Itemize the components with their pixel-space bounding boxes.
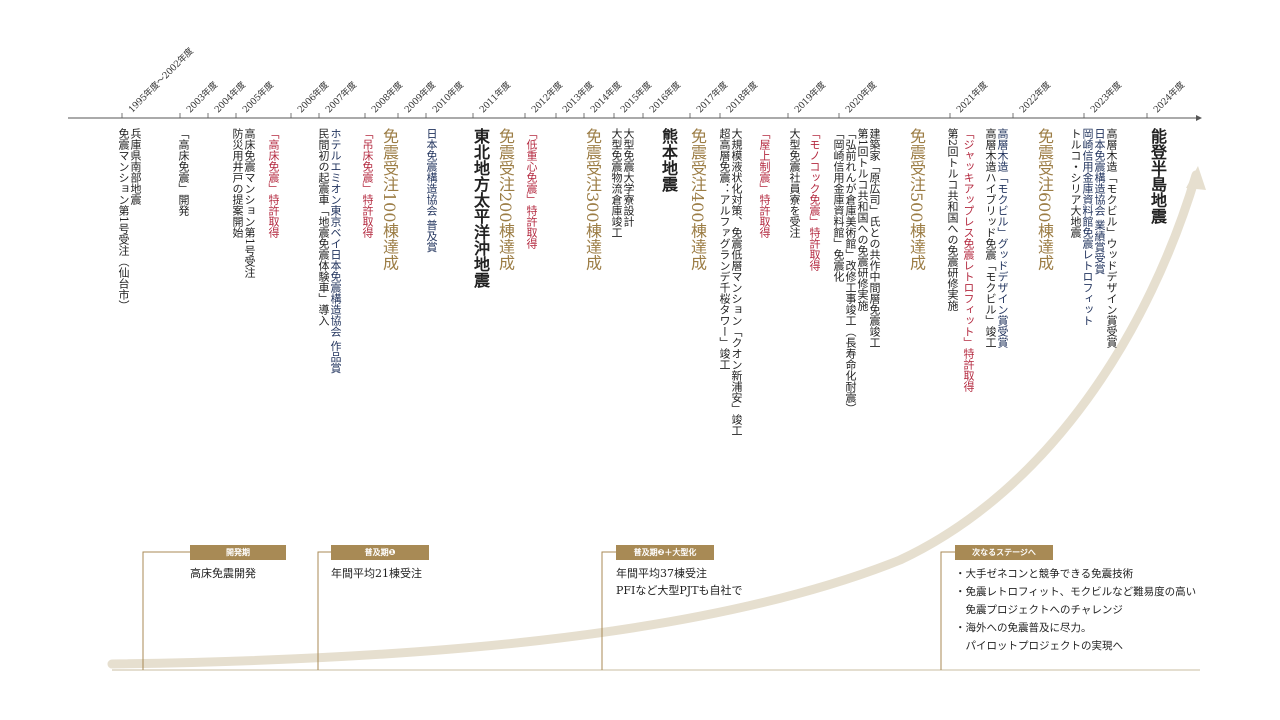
award-text: 日本免震構造協会 業績賞受賞 (1093, 128, 1106, 275)
event-text: 第1回トルコ共和国への免震研修実施 (856, 128, 869, 311)
event-text: 兵庫県南部地震 (129, 128, 142, 205)
events-2022: 高層木造「モクビル」グッドデザイン賞受賞 高層木造ハイブリッド免震「モクビル」竣… (984, 128, 1009, 348)
phase-text-spread-2: 年間平均37棟受注 PFIなど大型PJTも自社で (616, 565, 743, 599)
events-2015: 大型免震大学寮設計 大型免震物流倉庫竣工 (610, 128, 635, 238)
phase-line: パイロットプロジェクトの実現へ (955, 640, 1123, 652)
phase-bracket-3 (601, 551, 616, 670)
milestone-text: 免震受注100棟達成 (380, 128, 399, 271)
timeline-axis-arrowhead (1196, 115, 1202, 121)
award-text: ホテルエミオン東京ベイ日本免震構造協会 作品賞 (329, 128, 342, 374)
events-2006: 「高床免震」特許取得 (267, 128, 280, 238)
events-2020: 建築家「原広司」氏との共作中間層免震竣工 第1回トルコ共和国への免震研修実施 「… (832, 128, 881, 414)
events-2016: 熊本地震 (659, 128, 678, 192)
event-text: 大型免震社員寮を受注 (788, 128, 801, 238)
event-text: 免震マンション第1号受注（仙台市） (117, 128, 130, 311)
event-text: 「岡崎信用金庫資料館」免震化 (832, 128, 845, 282)
events-2007: ホテルエミオン東京ベイ日本免震構造協会 作品賞 民間初の起震車「地震免震体験車」… (317, 128, 342, 374)
milestone-2022: 免震受注600棟達成 (1035, 128, 1054, 271)
phase-line: PFIなど大型PJTも自社で (616, 584, 743, 597)
events-2024: 能登半島地震 (1148, 128, 1167, 224)
year-ticks (121, 113, 1148, 118)
events-2005: 高床免震マンション第1号受注 防災用井戸の提案開始 (231, 128, 256, 278)
events-2018-patent: 「屋上制震」特許取得 (758, 128, 771, 238)
phase-line: ・免震レトロフィット、モクビルなど難易度の高い (955, 586, 1197, 598)
phase-line: 年間平均21棟受注 (331, 567, 422, 580)
phase-label-spread-1: 普及期❶ (331, 545, 429, 560)
events-2021-patent: 「ジャッキアップレス免震レトロフィット」特許取得 (962, 128, 975, 392)
event-text: 高層木造「モクビル」ウッドデザイン賞受賞 (1105, 128, 1118, 348)
event-text: 大型免震大学寮設計 (622, 128, 635, 227)
events-2021: 第2回トルコ共和国への免震研修実施 (946, 128, 959, 311)
patent-text: 「高床免震」特許取得 (267, 128, 280, 238)
events-2008: 「吊床免震」特許取得 (361, 128, 374, 238)
award-text: 日本免震構造協会 普及賞 (425, 128, 438, 253)
event-text: 大型免震物流倉庫竣工 (610, 128, 623, 238)
patent-text: 「屋上制震」特許取得 (758, 128, 771, 238)
milestone-text: 免震受注300棟達成 (583, 128, 602, 271)
events-2010: 日本免震構造協会 普及賞 (425, 128, 438, 253)
events-1995: 兵庫県南部地震 免震マンション第1号受注（仙台市） (117, 128, 142, 311)
event-text: 「高床免震」開発 (177, 128, 190, 216)
phase-line: ・海外への免震普及に尽力。 (955, 622, 1092, 634)
milestone-text: 免震受注500棟達成 (907, 128, 926, 271)
milestone-2014: 免震受注300棟達成 (583, 128, 602, 271)
milestone-2017: 免震受注400棟達成 (688, 128, 707, 271)
award-text: 高層木造「モクビル」グッドデザイン賞受賞 (996, 128, 1009, 348)
events-2003: 「高床免震」開発 (177, 128, 190, 216)
phase-line: ・大手ゼネコンと競争できる免震技術 (955, 568, 1134, 580)
phase-text-next-stage: ・大手ゼネコンと競争できる免震技術 ・免震レトロフィット、モクビルなど難易度の高… (955, 565, 1196, 655)
event-text: 岡崎信用金庫資料館免震レトロフィット (1081, 128, 1094, 326)
phase-bracket-1 (142, 551, 190, 670)
event-text: 超高層免震：アルファグランデ千桜タワー」竣工 (718, 128, 731, 370)
events-2011: 東北地方太平洋沖地震 (471, 128, 490, 288)
events-2023: 高層木造「モクビル」ウッドデザイン賞受賞 日本免震構造協会 業績賞受賞 岡崎信用… (1069, 128, 1118, 348)
events-2019-patent: 「モノコック免震」特許取得 (808, 128, 821, 271)
milestone-text: 免震受注200棟達成 (496, 128, 515, 271)
phase-line: 免震プロジェクトへのチャレンジ (955, 604, 1123, 616)
phase-label-next-stage: 次なるステージへ (955, 545, 1053, 560)
patent-text: 「吊床免震」特許取得 (361, 128, 374, 238)
earthquake-text: 能登半島地震 (1148, 128, 1167, 224)
phase-line: 高床免震開発 (190, 567, 256, 580)
events-2018: 大規模液状化対策、免震低層マンション「クオン新浦安」竣工 超高層免震：アルファグ… (718, 128, 743, 436)
growth-curve-arrowhead (1186, 166, 1206, 190)
phase-line: 年間平均37棟受注 (616, 567, 707, 580)
patent-text: 「モノコック免震」特許取得 (808, 128, 821, 271)
growth-curve (107, 170, 1201, 669)
event-text: 大規模液状化対策、免震低層マンション「クオン新浦安」竣工 (730, 128, 743, 436)
phase-label-development: 開発期 (190, 545, 286, 560)
earthquake-text: 東北地方太平洋沖地震 (471, 128, 490, 288)
phase-bracket-2 (317, 551, 331, 670)
event-text: 民間初の起震車「地震免震体験車」導入 (317, 128, 330, 326)
phase-text-spread-1: 年間平均21棟受注 (331, 565, 422, 582)
event-text: 建築家「原広司」氏との共作中間層免震竣工 (868, 128, 881, 348)
event-text: トルコ・シリア大地震 (1069, 128, 1082, 238)
phase-bracket-4 (940, 551, 955, 670)
event-text: 「弘前れんが倉庫美術館」改修工事竣工（長寿命化耐震） (844, 128, 857, 414)
milestone-2021: 免震受注500棟達成 (907, 128, 926, 271)
milestone-2012: 免震受注200棟達成 (496, 128, 515, 271)
phase-label-spread-2: 普及期❷＋大型化 (616, 545, 714, 560)
event-text: 第2回トルコ共和国への免震研修実施 (946, 128, 959, 311)
event-text: 防災用井戸の提案開始 (231, 128, 244, 238)
patent-text: 「ジャッキアップレス免震レトロフィット」特許取得 (962, 128, 975, 392)
event-text: 高層木造ハイブリッド免震「モクビル」竣工 (984, 128, 997, 348)
milestone-text: 免震受注600棟達成 (1035, 128, 1054, 271)
events-2012: 「低重心免震」特許取得 (525, 128, 538, 249)
phase-text-development: 高床免震開発 (190, 565, 256, 582)
earthquake-text: 熊本地震 (659, 128, 678, 192)
events-2019: 大型免震社員寮を受注 (788, 128, 801, 238)
milestone-2008: 免震受注100棟達成 (380, 128, 399, 271)
event-text: 高床免震マンション第1号受注 (243, 128, 256, 278)
milestone-text: 免震受注400棟達成 (688, 128, 707, 271)
patent-text: 「低重心免震」特許取得 (525, 128, 538, 249)
